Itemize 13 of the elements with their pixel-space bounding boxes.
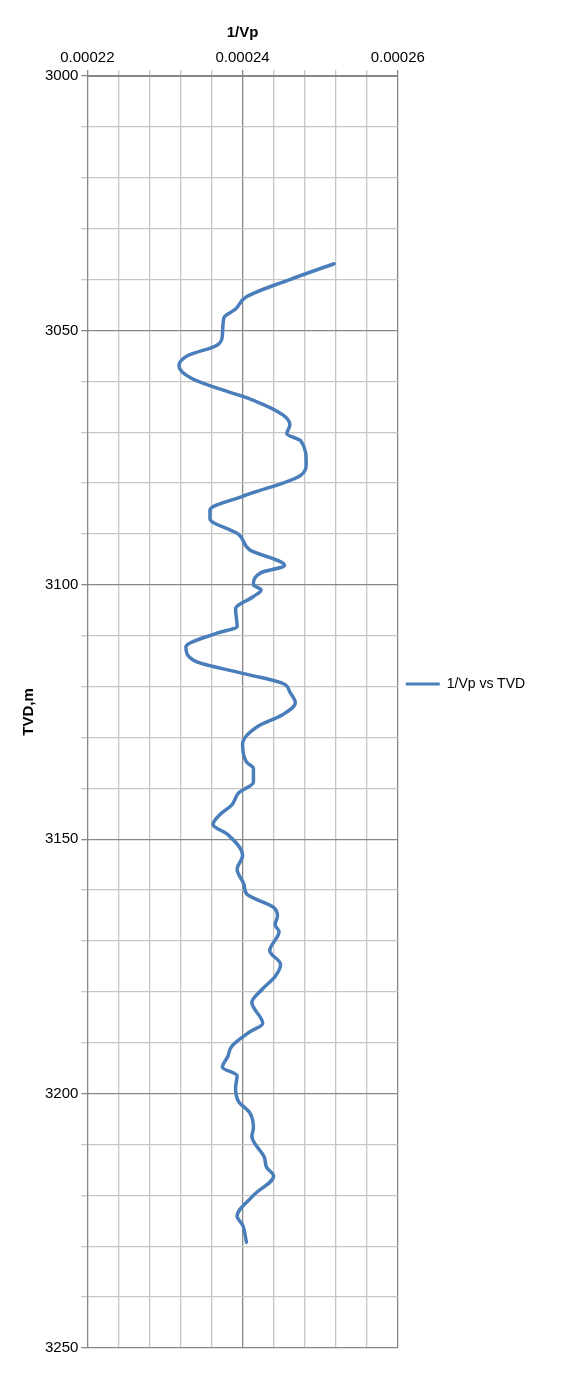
y-tick-label: 3150 [44,829,79,847]
y-tick-label: 3000 [44,66,79,84]
x-tick-label: 0.00022 [60,48,115,66]
y-tick-label: 3100 [44,574,79,592]
x-tick-label: 0.00024 [215,48,270,66]
y-axis-title: TVD,m [19,688,37,736]
x-axis-title: 1/Vp [226,23,259,41]
y-tick-label: 3050 [44,320,79,338]
y-tick-label: 3250 [44,1338,79,1356]
y-tick-label: 3200 [44,1083,79,1101]
line-series [177,262,336,1244]
legend-label: 1/Vp vs TVD [446,674,526,691]
x-tick-label: 0.00026 [370,48,425,66]
